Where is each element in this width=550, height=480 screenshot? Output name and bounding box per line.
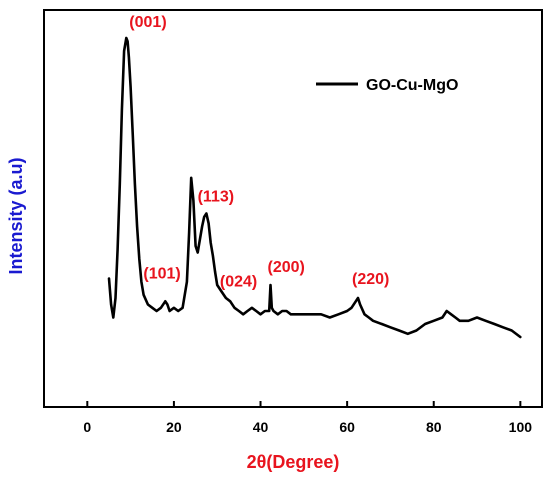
x-tick-label-0: 0	[83, 419, 91, 435]
x-axis-title: 2θ(Degree)	[247, 452, 340, 472]
peak-label-5: (220)	[352, 271, 389, 288]
peak-label-4: (200)	[268, 259, 305, 276]
series-line-go-cu-mgo	[107, 36, 522, 339]
x-tick-label-100: 100	[509, 419, 533, 435]
legend-label: GO-Cu-MgO	[366, 77, 458, 94]
x-tick-label-20: 20	[166, 419, 182, 435]
peak-labels: (001) (101) (113) (024) (200) (220)	[129, 14, 389, 290]
peak-label-1: (101)	[143, 266, 180, 283]
y-axis-title: Intensity (a.u)	[6, 157, 26, 274]
x-tick-label-80: 80	[426, 419, 442, 435]
plot-frame	[43, 9, 543, 408]
peak-label-0: (001)	[129, 14, 166, 31]
x-axis-ticks	[86, 401, 522, 407]
x-tick-label-60: 60	[339, 419, 355, 435]
x-tick-label-40: 40	[253, 419, 269, 435]
peak-label-3: (024)	[220, 273, 257, 290]
legend: GO-Cu-MgO	[316, 77, 458, 94]
peak-label-2: (113)	[198, 189, 234, 206]
x-axis-tick-labels: 0 20 40 60 80 100	[83, 419, 532, 435]
